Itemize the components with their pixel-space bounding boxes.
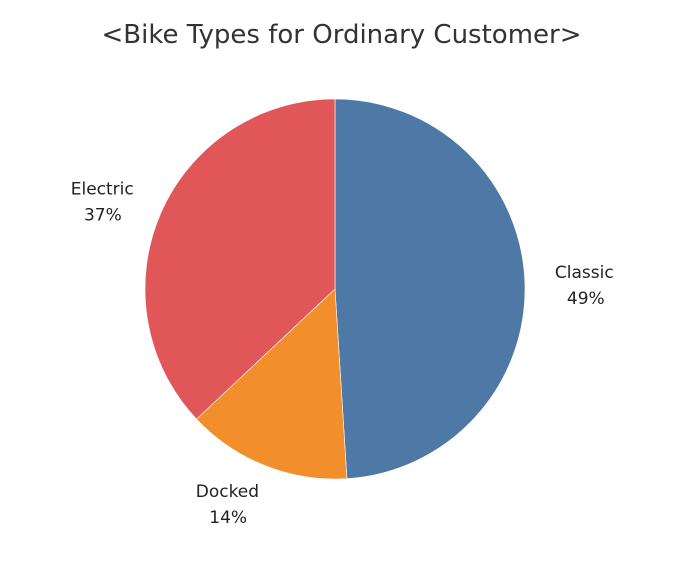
slice-value-classic: 49% — [567, 289, 605, 309]
chart-title: <Bike Types for Ordinary Customer> — [101, 20, 582, 50]
slice-value-docked: 14% — [209, 508, 247, 528]
pie-slice-electric — [144, 98, 336, 420]
slice-value-electric: 37% — [84, 205, 122, 225]
pie-slices — [144, 98, 526, 480]
slice-label-classic: Classic — [555, 263, 614, 283]
slice-label-docked: Docked — [196, 482, 259, 502]
pie-slice-classic — [334, 98, 526, 479]
pie-slice-docked — [196, 288, 348, 480]
slice-label-electric: Electric — [71, 179, 134, 199]
pie-labels: Classic 49% Docked 14% Electric 37% — [71, 179, 614, 528]
